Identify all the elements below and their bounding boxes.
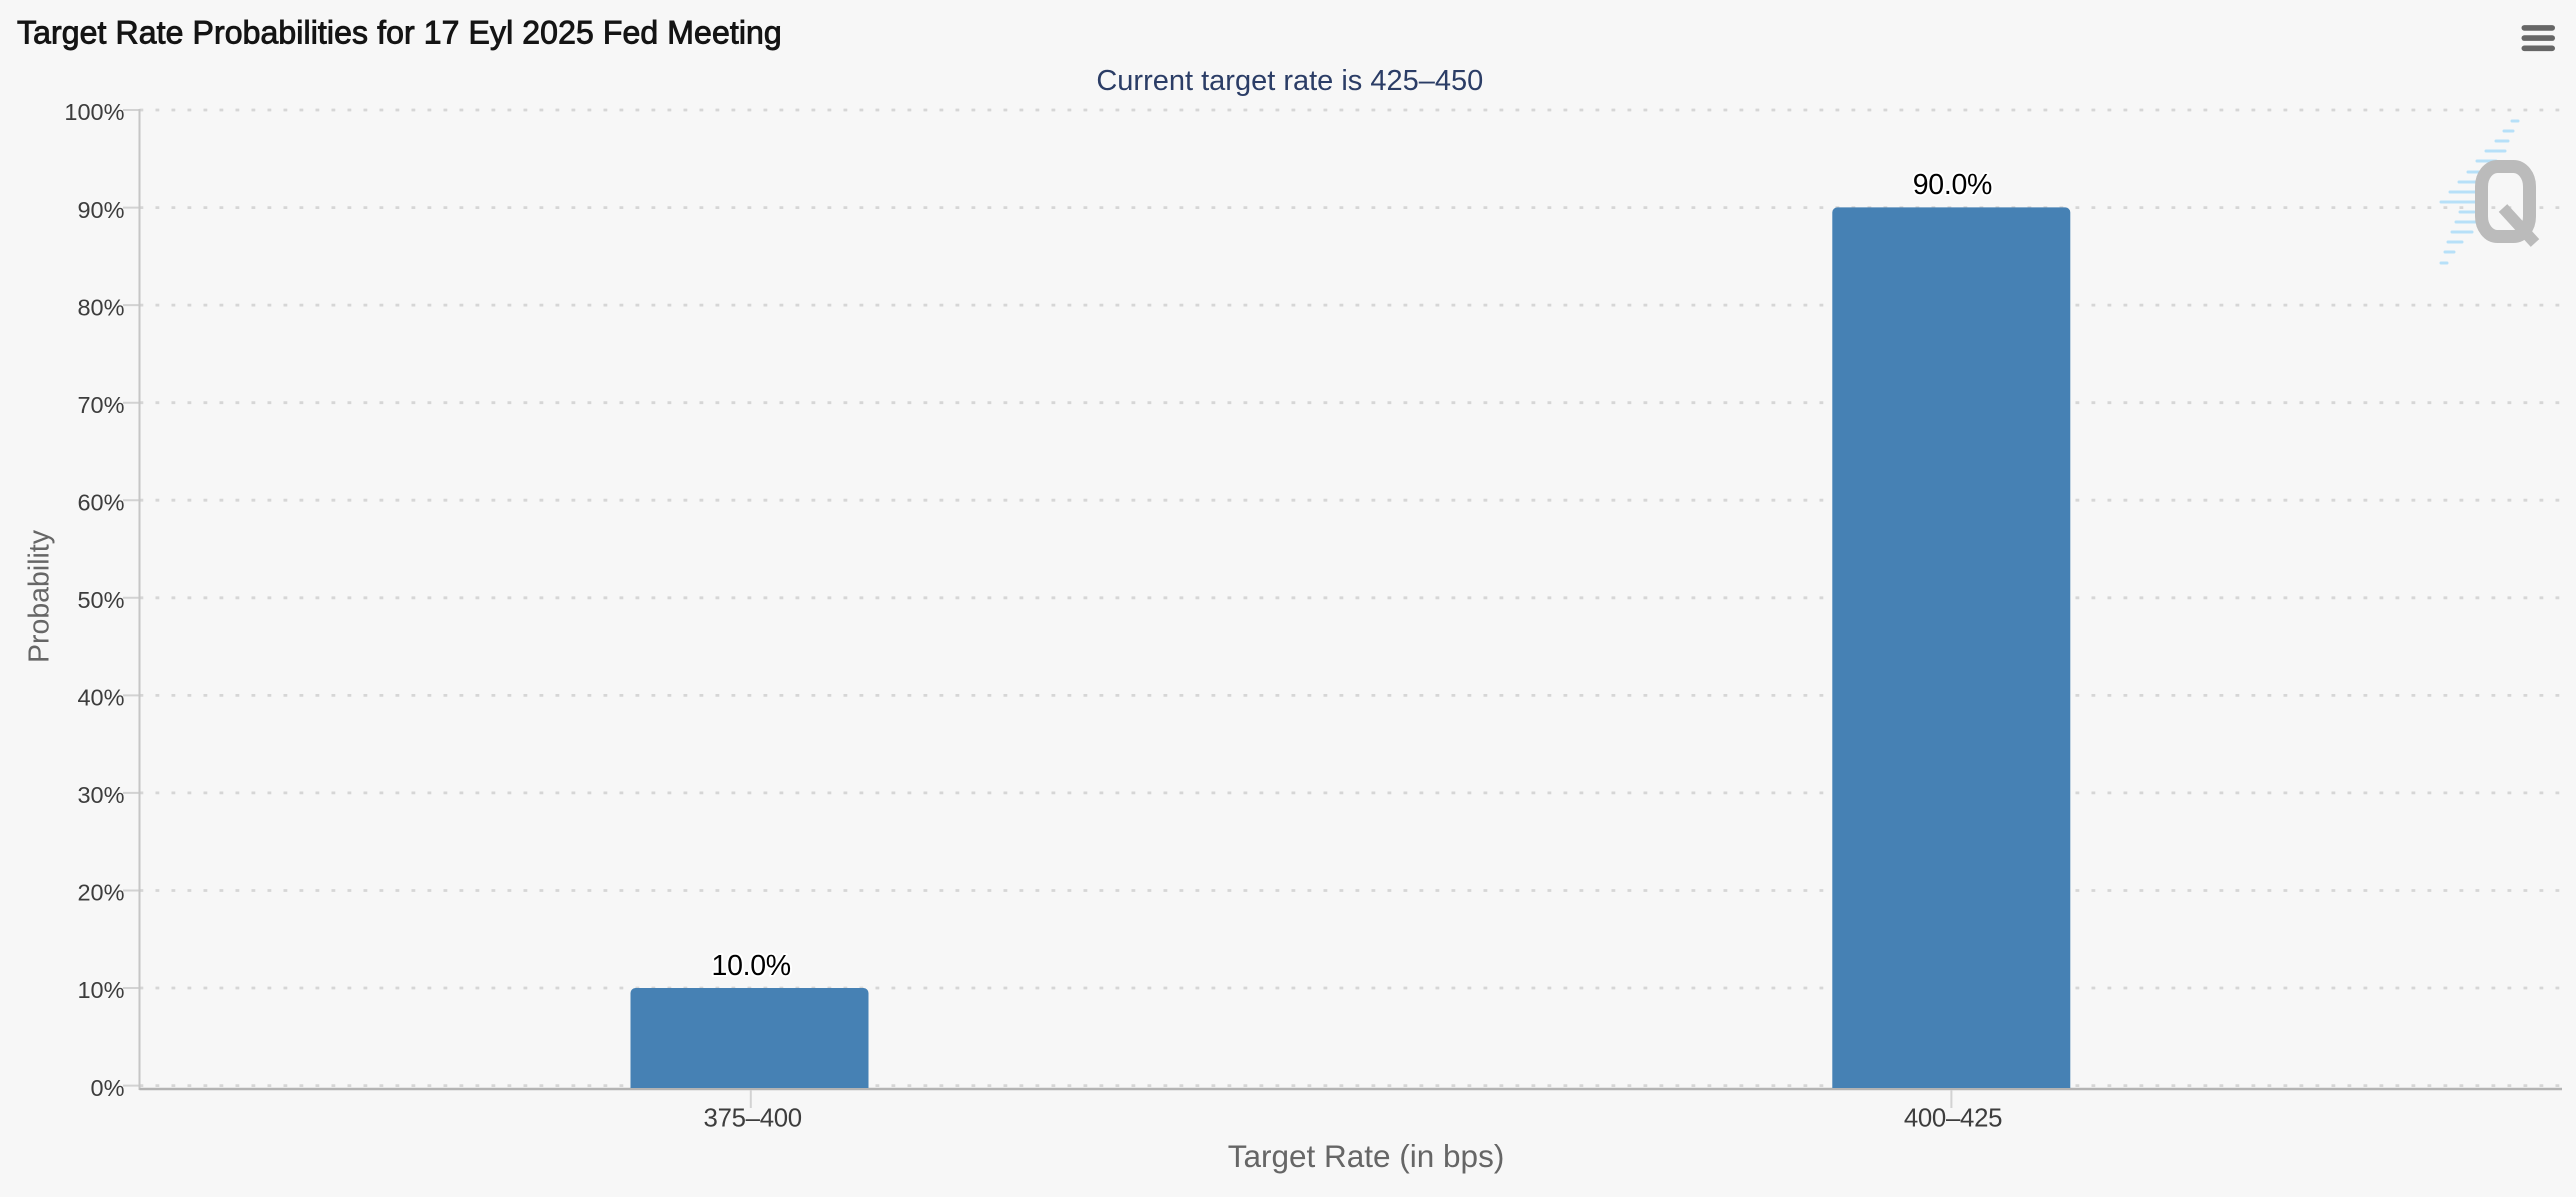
svg-text:0%: 0% — [91, 1075, 125, 1101]
svg-text:80%: 80% — [77, 294, 124, 320]
svg-text:400–425: 400–425 — [1904, 1104, 2002, 1132]
svg-text:90.0%: 90.0% — [1913, 169, 1992, 201]
svg-text:40%: 40% — [77, 685, 124, 711]
svg-text:70%: 70% — [77, 392, 124, 418]
svg-text:30%: 30% — [77, 782, 124, 808]
svg-text:375–400: 375–400 — [704, 1104, 802, 1132]
svg-text:90%: 90% — [77, 197, 124, 223]
svg-text:10.0%: 10.0% — [712, 950, 791, 982]
svg-text:Target Rate Probabilities for: Target Rate Probabilities for 17 Eyl 202… — [17, 15, 782, 51]
svg-text:60%: 60% — [77, 489, 124, 515]
svg-text:50%: 50% — [77, 587, 124, 613]
svg-text:10%: 10% — [77, 977, 124, 1003]
svg-text:Probability: Probability — [24, 529, 56, 663]
svg-text:100%: 100% — [64, 99, 124, 125]
svg-text:20%: 20% — [77, 880, 124, 906]
svg-text:Current target rate is 425–450: Current target rate is 425–450 — [1096, 65, 1483, 97]
svg-text:Target Rate (in bps): Target Rate (in bps) — [1228, 1138, 1505, 1174]
